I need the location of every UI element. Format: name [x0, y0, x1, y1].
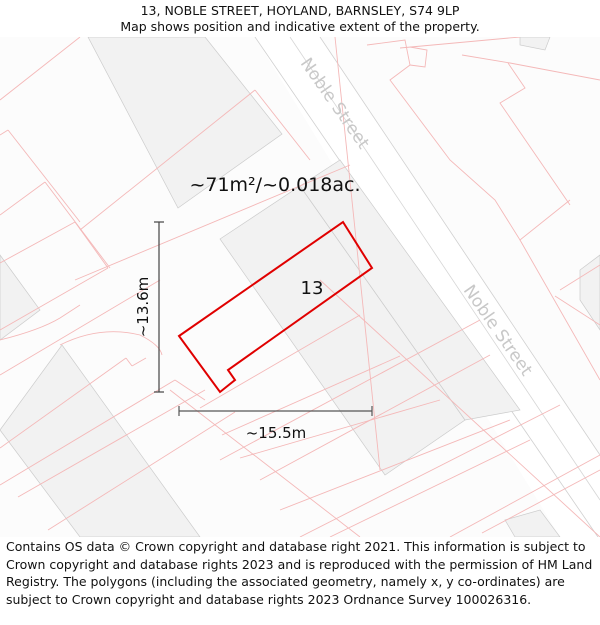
vertical-dimension-label: ~13.6m: [134, 277, 152, 338]
copyright-notice: Contains OS data © Crown copyright and d…: [6, 539, 593, 607]
property-address: 13, NOBLE STREET, HOYLAND, BARNSLEY, S74…: [140, 3, 460, 18]
buildings: [0, 36, 600, 538]
horizontal-dimension: [178, 406, 373, 416]
map-subtitle: Map shows position and indicative extent…: [120, 19, 480, 34]
map-header: 13, NOBLE STREET, HOYLAND, BARNSLEY, S74…: [0, 0, 600, 40]
horizontal-dimension-label: ~15.5m: [246, 424, 307, 442]
subject-property-outline[interactable]: [177, 220, 374, 394]
property-map[interactable]: Noble Street Noble Street ~71m²/~0.018ac…: [0, 36, 600, 541]
vertical-dimension: [154, 221, 164, 393]
plot-number: 13: [301, 278, 324, 299]
area-label: ~71m²/~0.018ac.: [189, 174, 360, 196]
